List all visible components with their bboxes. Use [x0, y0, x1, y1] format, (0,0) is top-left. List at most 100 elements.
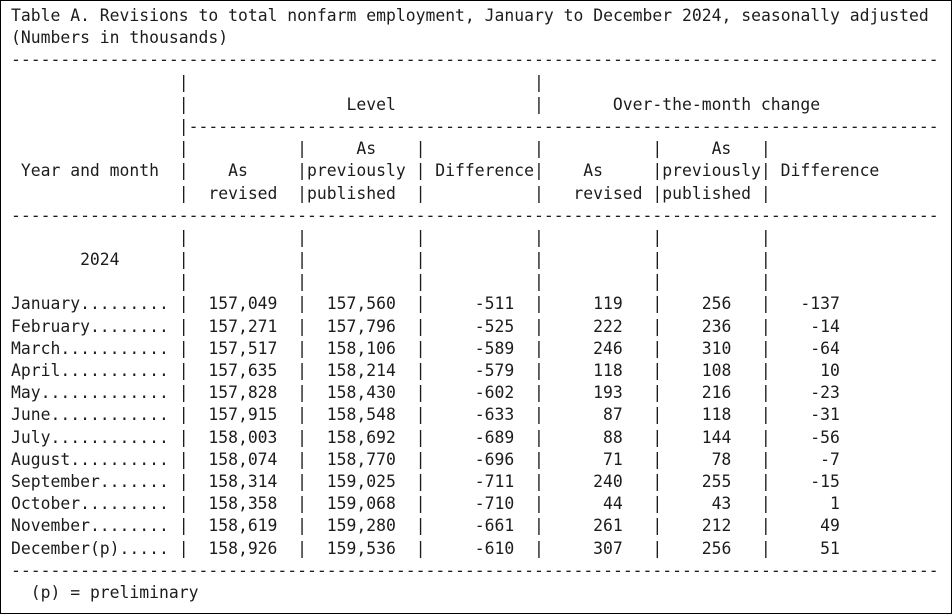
otm-published-cell: 78: [711, 449, 732, 469]
column-divider: |: [533, 516, 544, 536]
column-divider: |: [652, 250, 663, 270]
table-row: July............ | 158,003 | 158,692 | -…: [11, 427, 951, 449]
column-divider: |: [533, 383, 544, 403]
level-difference-cell: -511: [474, 294, 515, 314]
column-divider: |: [415, 161, 426, 181]
spacer-cell: [11, 271, 179, 293]
otm-difference-cell: 10: [820, 361, 840, 380]
column-divider: |: [178, 516, 189, 536]
blank-grid-row: | | | | | |: [11, 271, 951, 293]
level-revised-label: revised: [208, 183, 278, 203]
spacer-cell: [189, 227, 298, 249]
column-divider: |: [760, 316, 771, 336]
otm-difference-cell: -64: [810, 338, 840, 358]
column-divider: |: [415, 449, 426, 469]
level-difference-cell: -710: [474, 494, 515, 514]
column-divider: |: [415, 494, 426, 514]
level-revised-as-label: As: [228, 161, 248, 181]
column-divider: |: [533, 72, 544, 92]
column-divider: |: [297, 272, 308, 292]
otm-revised-cell: 261: [593, 516, 623, 536]
level-difference-label: Difference: [435, 161, 534, 181]
column-divider: |: [297, 250, 308, 270]
table-body: January......... | 157,049 | 157,560 | -…: [11, 293, 951, 559]
column-divider: |: [760, 227, 771, 247]
column-divider: |: [178, 116, 189, 136]
column-divider: |: [533, 338, 544, 358]
otm-published-cell: 108: [701, 361, 732, 380]
column-divider: |: [652, 338, 663, 358]
column-divider: |: [533, 405, 544, 425]
column-divider: |: [533, 94, 544, 114]
otm-difference-label: Difference: [780, 161, 880, 181]
spacer-cell: [307, 249, 416, 271]
table-row: December(p)..... | 158,926 | 159,536 | -…: [11, 538, 951, 560]
table-row: February........ | 157,271 | 157,796 | -…: [11, 316, 951, 338]
spacer-cell: [189, 249, 298, 271]
column-divider: |: [533, 449, 544, 469]
level-revised-cell: 158,314: [208, 471, 278, 491]
column-divider: |: [178, 494, 189, 514]
horizontal-rule-bottom: ----------------------------------------…: [11, 560, 939, 580]
otm-published-label: published: [662, 183, 752, 203]
column-divider: |: [415, 338, 426, 358]
level-published-cell: 159,068: [326, 494, 396, 514]
table-row: August.......... | 158,074 | 158,770 | -…: [11, 449, 951, 471]
column-divider: |: [415, 294, 426, 314]
blank-grid-row: | | | | | |: [11, 227, 951, 249]
column-divider: |: [760, 183, 771, 203]
column-divider: |: [178, 72, 189, 92]
column-divider: |: [533, 183, 544, 203]
year-label: 2024: [80, 250, 120, 270]
otm-previously-as-label: As: [711, 139, 732, 159]
level-published-cell: 158,214: [326, 361, 396, 380]
column-divider: |: [297, 383, 308, 403]
month-cell: September.......: [11, 471, 169, 491]
spacer-cell: [544, 227, 653, 249]
spacer-cell: [307, 271, 416, 293]
level-published-cell: 158,106: [326, 338, 396, 358]
table-row: January......... | 157,049 | 157,560 | -…: [11, 293, 951, 315]
spacer-cell: [425, 227, 534, 249]
column-divider: |: [415, 227, 426, 247]
column-divider: |: [178, 227, 189, 247]
otm-revised-as-label: As: [583, 161, 604, 181]
level-difference-cell: -602: [474, 383, 515, 403]
level-difference-cell: -610: [474, 538, 515, 558]
column-divider: |: [178, 294, 189, 314]
column-divider: |: [178, 427, 189, 447]
spacer-cell: [11, 138, 179, 160]
column-divider: |: [533, 294, 544, 314]
level-published-cell: 159,025: [326, 471, 396, 491]
spacer-cell: [11, 227, 179, 249]
otm-published-cell: 144: [701, 427, 732, 447]
otm-difference-cell: -23: [810, 383, 840, 403]
month-cell: December(p).....: [11, 538, 169, 558]
spacer-cell: [425, 271, 534, 293]
column-divider: |: [760, 250, 771, 270]
column-divider: |: [415, 183, 426, 203]
spacer-cell: [425, 138, 534, 160]
level-published-cell: 158,770: [326, 449, 396, 469]
otm-revised-cell: 193: [593, 383, 623, 403]
month-cell: August..........: [11, 449, 169, 469]
column-divider: |: [415, 405, 426, 425]
month-cell: June............: [11, 405, 169, 425]
column-divider: |: [415, 316, 426, 336]
month-cell: April...........: [11, 361, 169, 380]
column-divider: |: [760, 494, 771, 514]
spacer-cell: [425, 183, 534, 205]
header-group-row: | Level | Over-the-month change: [11, 94, 951, 116]
column-divider: |: [533, 227, 544, 247]
otm-difference-cell: 51: [820, 538, 840, 558]
column-divider: |: [760, 272, 771, 292]
column-divider: |: [652, 383, 663, 403]
table-row: April........... | 157,635 | 158,214 | -…: [11, 360, 951, 382]
month-cell: January.........: [11, 294, 169, 314]
column-divider: |: [652, 183, 663, 203]
column-divider: |: [178, 94, 189, 114]
column-divider: |: [652, 316, 663, 336]
footnote: (p) = preliminary: [30, 582, 199, 602]
table-subtitle: (Numbers in thousands): [11, 28, 229, 48]
